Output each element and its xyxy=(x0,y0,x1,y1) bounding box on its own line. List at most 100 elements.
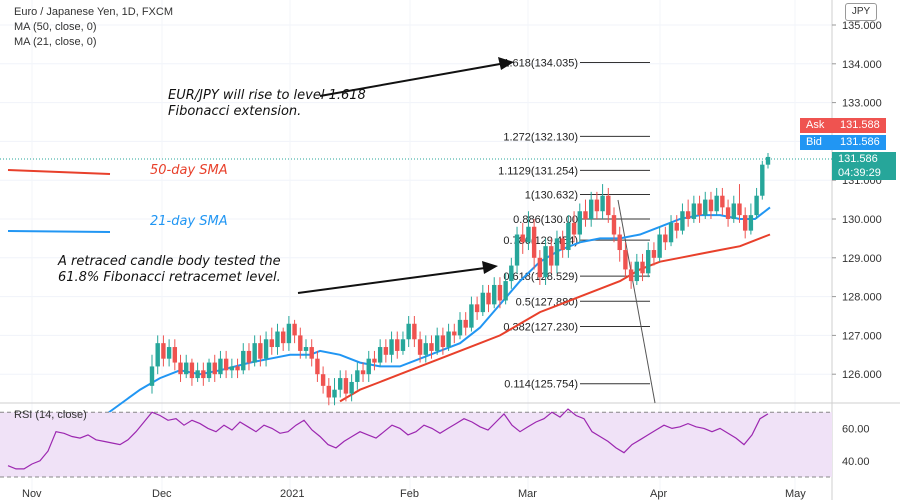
candle xyxy=(246,343,252,371)
candle-body xyxy=(275,331,280,348)
candle-body xyxy=(241,350,246,371)
candle-body xyxy=(161,343,166,359)
candle xyxy=(594,191,600,219)
candle-body xyxy=(566,222,571,251)
candle xyxy=(349,374,354,402)
candle-body xyxy=(434,335,440,351)
candle xyxy=(326,378,332,406)
rsi-pane: 60.00 40.00 xyxy=(0,408,870,478)
price-tick-label: 134.000 xyxy=(842,59,882,71)
candle xyxy=(531,219,537,270)
candle-body xyxy=(423,343,428,355)
candle xyxy=(166,339,172,367)
sma50-legend-line xyxy=(7,169,111,175)
candle-body xyxy=(606,195,611,216)
candle-body xyxy=(668,222,674,243)
candle xyxy=(663,226,668,251)
candle xyxy=(269,327,274,355)
candle-body xyxy=(714,195,719,212)
fib-trendline xyxy=(617,199,656,404)
candle xyxy=(492,277,497,309)
candle xyxy=(389,331,394,363)
candle xyxy=(366,350,371,382)
candle xyxy=(161,335,166,367)
candle-body xyxy=(628,269,634,282)
price-tick-label: 128.000 xyxy=(842,292,882,304)
candle-body xyxy=(657,234,662,258)
candle-body xyxy=(560,238,565,251)
candle-body xyxy=(537,257,543,278)
candle-body xyxy=(417,339,423,355)
candle-body xyxy=(549,246,554,266)
candle xyxy=(765,153,771,169)
candle-body xyxy=(594,199,600,212)
candle xyxy=(526,211,531,251)
price-tick-label: 130.000 xyxy=(842,214,882,226)
ma50-legend: MA (50, close, 0) xyxy=(14,21,97,33)
candle-body xyxy=(212,362,217,375)
candle xyxy=(731,195,736,223)
candle-body xyxy=(577,211,582,235)
bid-label: Bid xyxy=(800,135,836,150)
candle xyxy=(480,284,486,316)
candle-body xyxy=(457,319,463,336)
sma21-label: 21-day SMA xyxy=(150,214,228,229)
candle xyxy=(685,199,691,227)
candle xyxy=(406,316,411,348)
retrace-note-line1: A retraced candle body tested the xyxy=(58,254,281,269)
retrace-arrowhead-icon xyxy=(482,261,498,274)
candle xyxy=(338,370,343,398)
candle xyxy=(697,195,702,223)
candle xyxy=(206,358,212,382)
candle xyxy=(703,191,708,219)
candle-body xyxy=(583,211,588,219)
candle-body xyxy=(611,215,617,235)
ask-label: Ask xyxy=(800,118,836,133)
candle-body xyxy=(634,261,640,282)
candle xyxy=(651,242,657,266)
last-price-tag: 131.586 04:39:29 xyxy=(832,152,896,180)
bid-value: 131.586 xyxy=(836,135,886,150)
candle xyxy=(725,199,731,227)
candle xyxy=(646,242,651,278)
candle-body xyxy=(486,292,491,305)
candle xyxy=(412,316,417,348)
currency-button[interactable]: JPY xyxy=(845,3,877,21)
rsi-legend: RSI (14, close) xyxy=(14,409,87,421)
candle-body xyxy=(320,374,326,386)
candle-body xyxy=(503,281,508,301)
candle-body xyxy=(697,203,702,216)
time-tick-label: Mar xyxy=(518,488,537,500)
candle xyxy=(680,203,685,235)
candle xyxy=(463,312,468,336)
candle xyxy=(737,184,742,223)
candle-body xyxy=(372,358,377,363)
candle-body xyxy=(360,370,366,375)
candle xyxy=(298,327,303,359)
candle-body xyxy=(469,304,474,328)
bar-countdown: 04:39:29 xyxy=(838,167,881,179)
candle xyxy=(634,253,640,285)
candle-body xyxy=(720,195,725,208)
candle xyxy=(623,242,628,278)
candle-body xyxy=(474,304,480,313)
fib-level-label: 0.886(130.00 xyxy=(513,214,578,226)
candle xyxy=(457,312,463,340)
candle-body xyxy=(492,284,497,305)
candle-body xyxy=(218,358,223,375)
candle xyxy=(178,354,183,382)
candle xyxy=(360,362,366,382)
candle-body xyxy=(703,199,708,216)
candle-body xyxy=(246,350,252,363)
candle-body xyxy=(731,203,736,219)
candle xyxy=(600,184,605,219)
candle-body xyxy=(326,385,332,398)
candle-body xyxy=(303,347,309,351)
candle xyxy=(258,335,263,367)
candle xyxy=(469,296,474,332)
chart-legend: Euro / Japanese Yen, 1D, FXCM MA (50, cl… xyxy=(14,5,173,50)
time-tick-label: 2021 xyxy=(280,488,304,500)
fib-level-label: 1.1129(131.254) xyxy=(498,165,578,177)
candle xyxy=(195,362,200,382)
